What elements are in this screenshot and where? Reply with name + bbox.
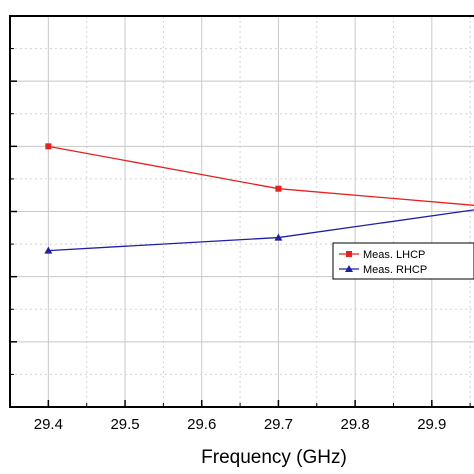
- x-tick-label: 29.7: [264, 416, 293, 433]
- data-point-lhcp: [45, 143, 52, 150]
- gridlines: [10, 16, 474, 407]
- legend-label: Meas. LHCP: [363, 249, 425, 261]
- series-lines: [44, 143, 474, 254]
- x-axis-title: Frequency (GHz): [201, 447, 347, 468]
- series-line-0: [48, 145, 474, 206]
- x-tick-label: 29.4: [34, 416, 63, 433]
- axis-ticks: [10, 48, 471, 407]
- legend-marker-triangle: [345, 265, 353, 272]
- legend-label: Meas. RHCP: [363, 264, 427, 276]
- data-point-rhcp: [44, 246, 53, 254]
- x-tick-label: 29.9: [417, 416, 446, 433]
- x-tick-labels: 29.4 29.5 29.6 29.7 29.8 29.9: [34, 416, 447, 433]
- x-tick-label: 29.8: [341, 416, 370, 433]
- legend-marker-square: [346, 251, 352, 257]
- x-tick-label: 29.6: [187, 416, 216, 433]
- data-point-lhcp: [275, 185, 282, 192]
- legend-box: [332, 242, 474, 280]
- legend: Meas. LHCP Meas. RHCP: [332, 242, 474, 280]
- x-tick-label: 29.5: [110, 416, 139, 433]
- data-point-rhcp: [274, 233, 283, 241]
